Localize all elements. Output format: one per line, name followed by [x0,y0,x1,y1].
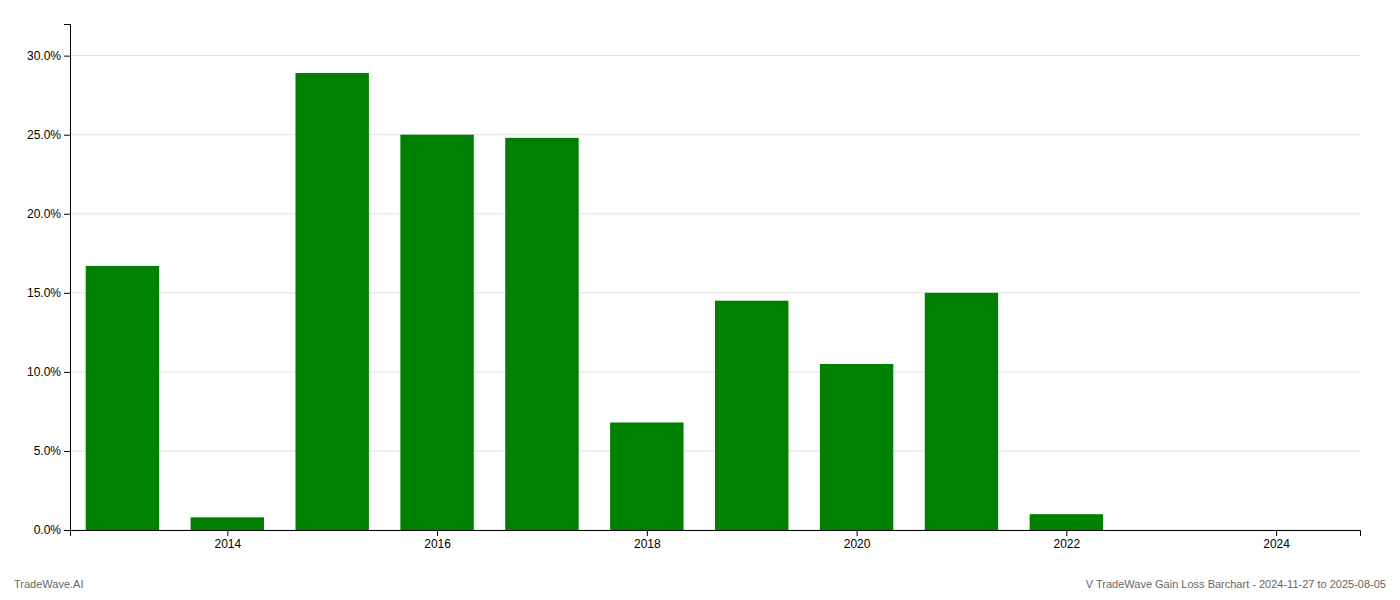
bars [86,73,1103,530]
y-tick-label: 15.0% [27,286,61,300]
y-tick: 20.0% [27,207,70,221]
bar [610,422,683,530]
x-tick-mark [1066,530,1067,536]
y-tick: 0.0% [34,523,70,537]
y-tick-mark [64,530,70,531]
y-tick-label: 5.0% [34,444,62,458]
bar [191,517,264,530]
y-tick: 30.0% [27,49,70,63]
x-tick-mark [227,530,228,536]
grid-line [70,292,1360,293]
x-tick-mark [1276,530,1277,536]
bar [1030,514,1103,530]
bar [1135,530,1208,531]
y-tick-mark [64,56,70,57]
y-tick: 10.0% [27,365,70,379]
y-tick-label: 30.0% [27,49,61,63]
x-tick: 2024 [1263,530,1290,551]
grid-line [70,213,1360,214]
y-tick-mark [64,372,70,373]
y-tick-mark [64,214,70,215]
y-tick-label: 25.0% [27,128,61,142]
bar [295,73,368,530]
x-tick-mark [647,530,648,536]
y-axis-line [64,25,71,531]
footer-text: V TradeWave Gain Loss Barchart - 2024-11… [1086,578,1386,590]
x-tick-label: 2018 [634,537,661,551]
x-tick-label: 2024 [1263,537,1290,551]
x-tick-label: 2022 [1053,537,1080,551]
x-tick-label: 2014 [214,537,241,551]
y-tick-label: 20.0% [27,207,61,221]
y-tick-label: 0.0% [34,523,62,537]
bar [505,138,578,530]
bar [400,135,473,530]
bar [1239,530,1312,531]
x-tick: 2018 [634,530,661,551]
x-axis-line [71,531,1361,537]
footer-text: TradeWave.AI [14,578,84,590]
y-tick-mark [64,451,70,452]
x-tick: 2020 [844,530,871,551]
x-tick-label: 2020 [844,537,871,551]
bar [820,364,893,530]
x-tick-label: 2016 [424,537,451,551]
plot: 2014 2016 2018 2020 2022 2024 0.0% 5.0% 10.0% 15.… [27,25,1361,551]
x-tick-mark [437,530,438,536]
y-tick: 25.0% [27,128,70,142]
grid-line [70,134,1360,135]
x-axis: 2014 2016 2018 2020 2022 2024 [71,530,1361,551]
x-tick-mark [857,530,858,536]
y-axis: 0.0% 5.0% 10.0% 15.0% 20.0% 25.0% 30.0% [27,25,71,538]
grid [70,56,1360,530]
grid-line [70,55,1360,56]
y-tick: 5.0% [34,444,70,458]
x-tick: 2022 [1053,530,1080,551]
x-tick: 2016 [424,530,451,551]
y-tick-mark [64,293,70,294]
y-tick-mark [64,135,70,136]
chart: 2014 2016 2018 2020 2022 2024 0.0% 5.0% 10.0% 15.… [0,0,1400,600]
x-tick: 2014 [214,530,241,551]
y-tick-label: 10.0% [27,365,61,379]
bar [86,266,159,530]
bar [925,293,998,530]
bar [715,301,788,530]
y-tick: 15.0% [27,286,70,300]
